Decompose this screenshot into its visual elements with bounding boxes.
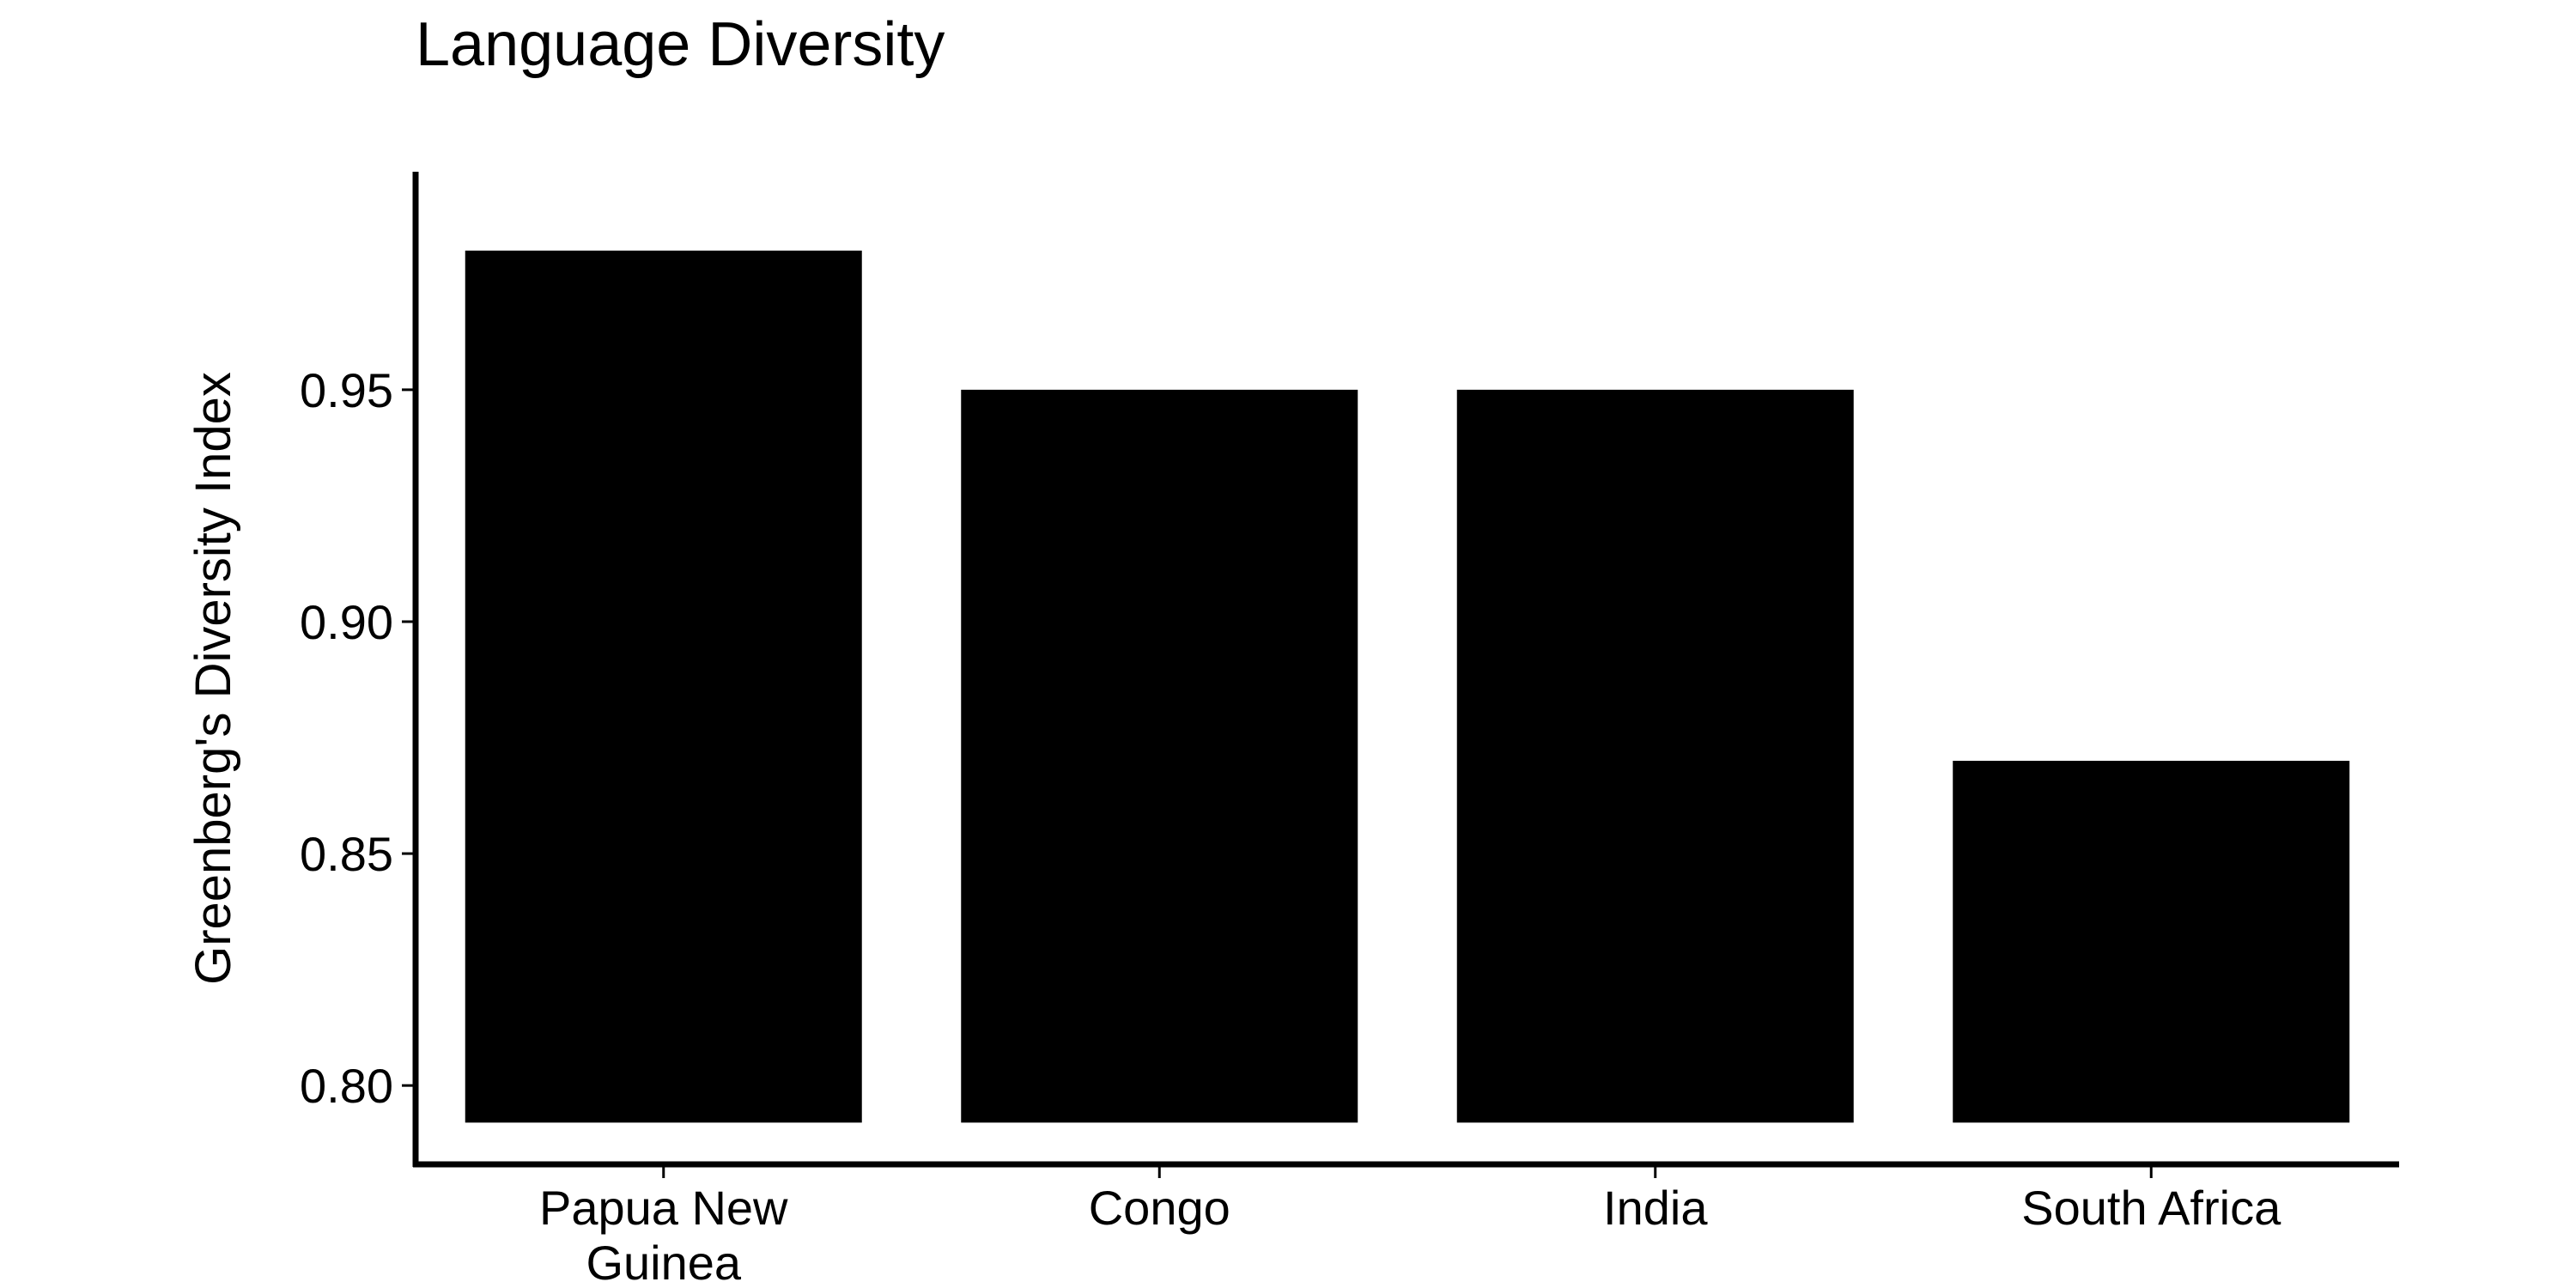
y-axis-label: Greenberg's Diversity Index — [185, 372, 241, 985]
bars-layer — [465, 250, 2350, 1123]
x-tick-label: Congo — [1089, 1181, 1230, 1235]
bar-india — [1456, 389, 1854, 1123]
bar-congo — [961, 389, 1358, 1123]
y-tick-label: 0.90 — [300, 595, 393, 649]
y-tick-label: 0.85 — [300, 827, 393, 881]
x-tick-label: India — [1603, 1181, 1708, 1235]
ticks-layer: Papua New Guinea Congo India South Africa 0.8… — [300, 363, 2281, 1288]
bar-papua-new-guinea — [465, 250, 862, 1123]
chart-title: Language Diversity — [416, 10, 945, 79]
y-tick-label: 0.80 — [300, 1059, 393, 1113]
x-tick-label: Papua New Guinea — [539, 1181, 788, 1288]
axes-layer — [412, 172, 2399, 1168]
bar-south-africa — [1953, 761, 2350, 1123]
y-tick-label: 0.95 — [300, 363, 393, 417]
x-tick-label: South Africa — [2021, 1181, 2281, 1235]
